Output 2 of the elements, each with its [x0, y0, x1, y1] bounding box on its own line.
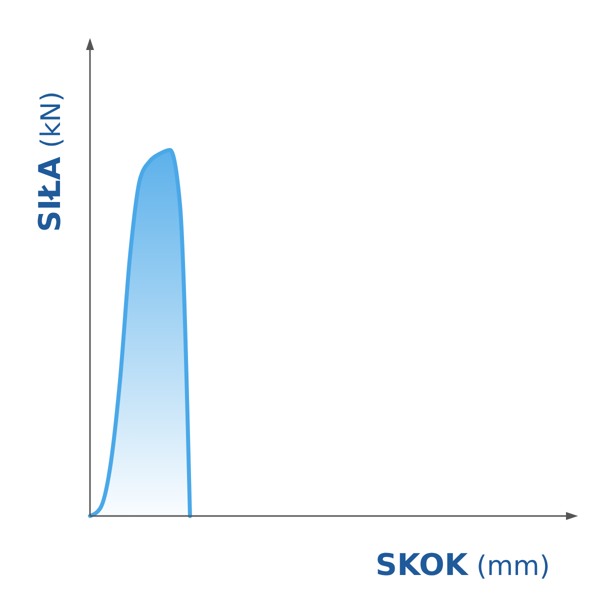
x-axis-title: SKOK (mm)	[375, 548, 550, 583]
y-axis-title: SIŁA (kN)	[33, 91, 68, 232]
